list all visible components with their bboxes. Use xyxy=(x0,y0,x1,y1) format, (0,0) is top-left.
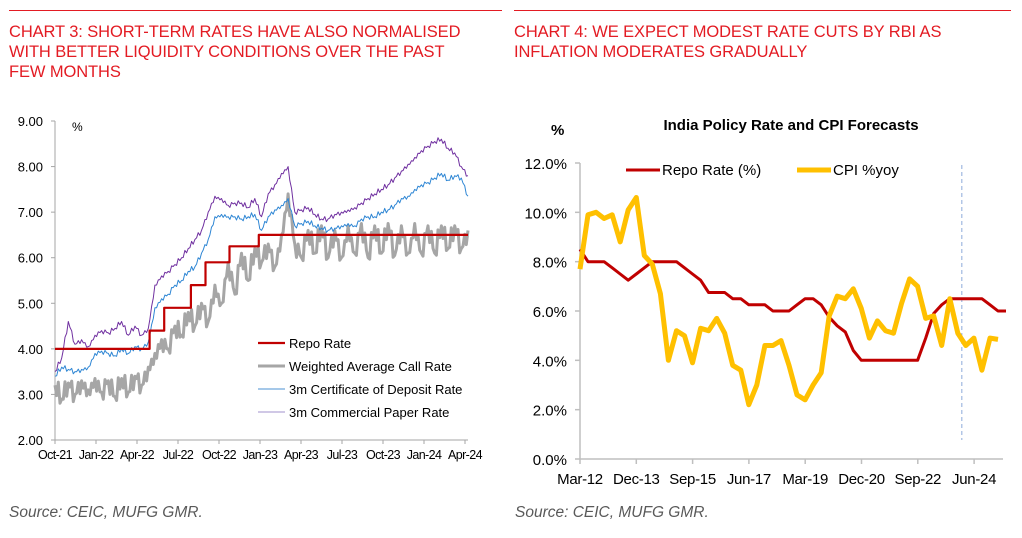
chart4-y-tick-label: 0.0% xyxy=(533,452,567,469)
chart4-legend-label: Repo Rate (%) xyxy=(662,162,761,179)
chart3-legend-label: Weighted Average Call Rate xyxy=(289,359,452,374)
chart4-y-tick-label: 6.0% xyxy=(533,304,567,321)
chart3-source-note: Source: CEIC, MUFG GMR. xyxy=(9,504,203,521)
chart3-y-tick-label: 4.00 xyxy=(18,342,43,357)
chart3-line-call-rate xyxy=(53,192,470,405)
chart3: 2.00 3.00 4.00 5.00 6.00 7.00 8.00 9.00 Oct-21 J… xyxy=(18,114,484,462)
chart3-legend-label: Repo Rate xyxy=(289,336,351,351)
chart3-x-tick-label: Apr-22 xyxy=(120,448,155,462)
chart4-y-tick-label: 2.0% xyxy=(533,403,567,420)
chart3-x-tick-label: Jan-24 xyxy=(407,448,442,462)
chart3-x-tick-label: Jul-23 xyxy=(327,448,358,462)
chart3-y-tick-label: 8.00 xyxy=(18,160,43,175)
chart4-x-tick-label: Sep-22 xyxy=(895,471,942,488)
chart3-x-tick-label: Apr-23 xyxy=(284,448,319,462)
chart3-title: CHART 3: SHORT-TERM RATES HAVE ALSO NORM… xyxy=(9,22,460,82)
chart4-x-tick-label: Dec-13 xyxy=(613,471,660,488)
chart4-x-ticks: Mar-12 Dec-13 Sep-15 Jun-17 Mar-19 Dec-20 Sep-… xyxy=(557,459,996,488)
chart4-legend: Repo Rate (%) CPI %yoy xyxy=(626,162,899,179)
chart3-x-tick-label: Oct-22 xyxy=(202,448,237,462)
chart3-x-tick-label: Jan-22 xyxy=(79,448,114,462)
chart3-x-ticks: Oct-21 Jan-22 Apr-22 Jul-22 Oct-22 Jan-23 Apr-… xyxy=(38,440,483,462)
chart4-x-tick-label: Mar-12 xyxy=(557,471,603,488)
chart3-y-ticks: 2.00 3.00 4.00 5.00 6.00 7.00 8.00 9.00 xyxy=(18,114,55,448)
chart3-y-tick-label: 9.00 xyxy=(18,114,43,129)
chart3-title-line-1: CHART 3: SHORT-TERM RATES HAVE ALSO NORM… xyxy=(9,23,461,41)
chart4-y-ticks: 0.0% 2.0% 4.0% 6.0% 8.0% 10.0% 12.0% xyxy=(524,156,580,469)
chart4-legend-label: CPI %yoy xyxy=(833,162,899,179)
chart3-series xyxy=(53,137,470,405)
chart4-y-tick-label: 12.0% xyxy=(524,156,567,173)
chart3-y-tick-label: 3.00 xyxy=(18,387,43,402)
chart4-plot-title: India Policy Rate and CPI Forecasts xyxy=(663,117,918,134)
chart4-axes xyxy=(579,163,1003,460)
chart3-line-repo-rate xyxy=(55,233,468,350)
chart3-legend-label: 3m Commercial Paper Rate xyxy=(289,405,449,420)
left-title-rule xyxy=(9,10,502,11)
chart3-legend-label: 3m Certificate of Deposit Rate xyxy=(289,382,462,397)
chart4-source-note: Source: CEIC, MUFG GMR. xyxy=(515,504,709,521)
chart4-line-cpi xyxy=(577,195,999,408)
chart3-line-cp-rate xyxy=(54,137,469,372)
chart4-x-tick-label: Mar-19 xyxy=(782,471,828,488)
chart3-y-unit-label: % xyxy=(72,120,83,134)
chart4-y-unit-label: % xyxy=(551,122,564,139)
chart4-x-tick-label: Jun-17 xyxy=(727,471,771,488)
chart4-x-tick-label: Jun-24 xyxy=(952,471,996,488)
chart4-y-tick-label: 4.0% xyxy=(533,353,567,370)
chart3-x-tick-label: Jan-23 xyxy=(243,448,278,462)
chart3-y-tick-label: 6.00 xyxy=(18,251,43,266)
chart3-x-tick-label: Oct-21 xyxy=(38,448,73,462)
chart4: India Policy Rate and CPI Forecasts % 0.… xyxy=(524,117,1006,488)
chart3-x-tick-label: Oct-23 xyxy=(366,448,401,462)
chart4-x-tick-label: Dec-20 xyxy=(838,471,885,488)
chart3-line-cd-rate xyxy=(54,172,469,377)
chart4-title-line-1: CHART 4: WE EXPECT MODEST RATE CUTS BY R… xyxy=(514,23,942,41)
chart4-y-tick-label: 8.0% xyxy=(533,255,567,272)
chart3-x-tick-label: Jul-22 xyxy=(163,448,194,462)
chart4-x-tick-label: Sep-15 xyxy=(669,471,716,488)
chart3-title-line-2: WITH BETTER LIQUIDITY CONDITIONS OVER TH… xyxy=(9,43,445,61)
chart3-title-line-3: FEW MONTHS xyxy=(9,63,121,81)
chart4-y-tick-label: 10.0% xyxy=(524,205,567,222)
chart4-title-line-2: INFLATION MODERATES GRADUALLY xyxy=(514,43,808,61)
chart4-series xyxy=(577,195,1006,408)
chart3-x-tick-label: Apr-24 xyxy=(448,448,483,462)
right-title-rule xyxy=(514,10,1011,11)
chart3-y-tick-label: 5.00 xyxy=(18,296,43,311)
chart4-title: CHART 4: WE EXPECT MODEST RATE CUTS BY R… xyxy=(514,22,941,62)
chart3-legend: Repo Rate Weighted Average Call Rate 3m Ce… xyxy=(258,336,462,420)
chart3-y-tick-label: 7.00 xyxy=(18,205,43,220)
chart3-y-tick-label: 2.00 xyxy=(18,433,43,448)
